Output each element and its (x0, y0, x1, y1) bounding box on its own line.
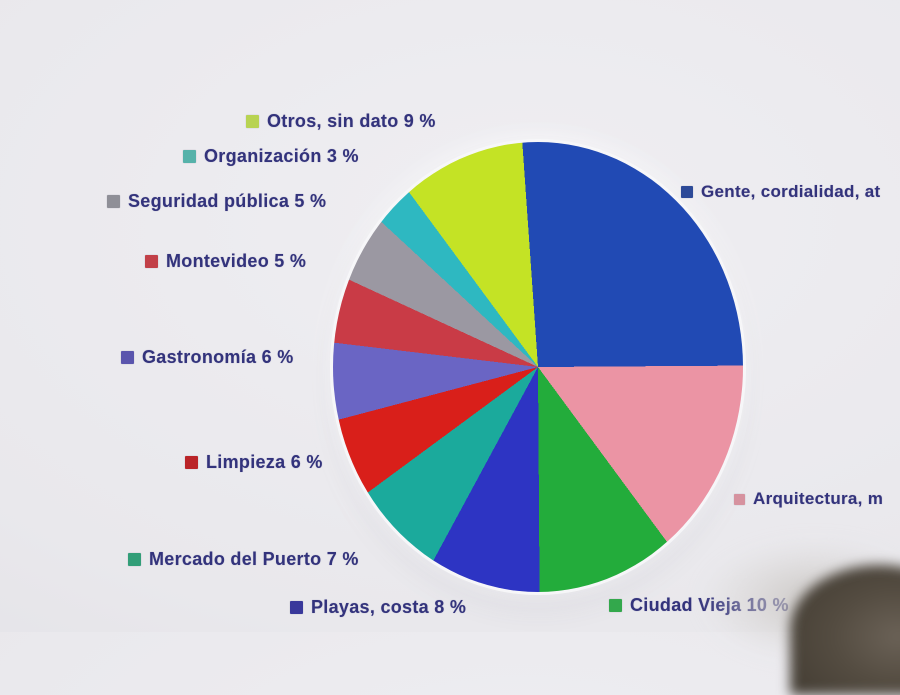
legend-label: Otros, sin dato 9 % (267, 111, 436, 131)
legend-label: Seguridad pública 5 % (128, 191, 327, 211)
legend-color-swatch (246, 115, 259, 128)
legend-label: Gente, cordialidad, at (701, 182, 881, 201)
legend-item-arquitectura: Arquitectura, m (734, 489, 883, 509)
legend-label: Gastronomía 6 % (142, 347, 294, 367)
legend-color-swatch (183, 150, 196, 163)
legend-color-swatch (107, 195, 120, 208)
legend-item-organizacion: Organización 3 % (183, 146, 359, 167)
legend-item-otros-sin-dato: Otros, sin dato 9 % (246, 111, 436, 132)
pie-chart (333, 142, 743, 592)
legend-color-swatch (290, 601, 303, 614)
legend-label: Playas, costa 8 % (311, 597, 467, 617)
legend-color-swatch (609, 599, 622, 612)
legend-label: Mercado del Puerto 7 % (149, 549, 359, 569)
legend-item-gente-cordialidad: Gente, cordialidad, at (681, 182, 880, 202)
legend-label: Organización 3 % (204, 146, 359, 166)
legend-color-swatch (185, 456, 198, 469)
legend-color-swatch (121, 351, 134, 364)
legend-item-montevideo: Montevideo 5 % (145, 251, 306, 272)
legend-item-playas-costa: Playas, costa 8 % (290, 597, 466, 618)
legend-item-seguridad-publica: Seguridad pública 5 % (107, 191, 326, 212)
legend-item-limpieza: Limpieza 6 % (185, 452, 323, 473)
legend-label: Montevideo 5 % (166, 251, 307, 271)
slide-photo: Otros, sin dato 9 % Organización 3 % Seg… (107, 111, 900, 695)
legend-color-swatch (734, 493, 745, 505)
legend-label: Limpieza 6 % (206, 452, 323, 472)
legend-item-gastronomia: Gastronomía 6 % (121, 347, 294, 368)
legend-label: Arquitectura, m (753, 489, 884, 508)
legend-color-swatch (128, 553, 141, 566)
legend-item-mercado-del-puerto: Mercado del Puerto 7 % (128, 549, 359, 570)
legend-color-swatch (145, 255, 158, 268)
legend-color-swatch (681, 186, 693, 198)
